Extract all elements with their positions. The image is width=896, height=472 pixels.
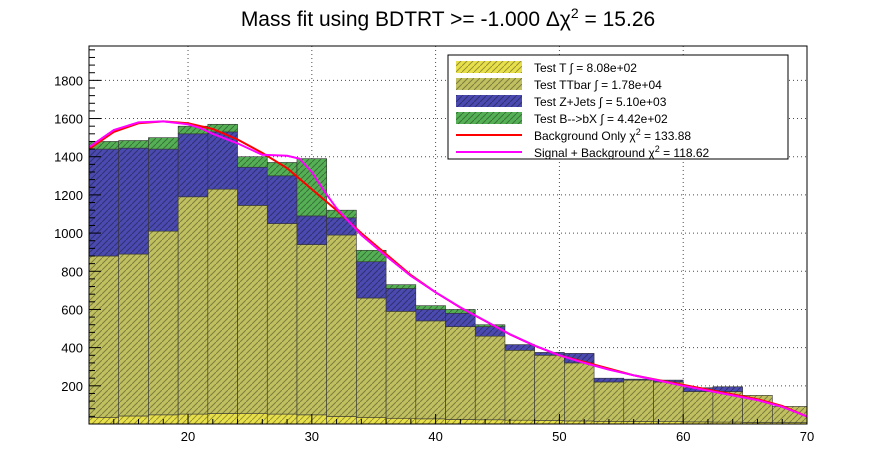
bar-hatch-test-z-jets — [474, 326, 506, 337]
legend-label: Test Z+Jets ∫ = 5.10e+03 — [534, 95, 667, 109]
axes: 20 30 40 50 60 70 200 400 600 800 1000 1200 1400 1600… — [54, 49, 814, 444]
bar-hatch-test-z-jets — [712, 386, 743, 392]
y-tick-label: 400 — [61, 341, 83, 356]
bar-hatch-test-b-bx — [445, 309, 476, 314]
bar-hatch-test-ttbar — [326, 234, 357, 417]
bar-hatch-test-ttbar — [564, 362, 595, 422]
bar-hatch-test-z-jets — [207, 131, 238, 190]
bar-hatch-test-z-jets — [237, 166, 268, 206]
bar-hatch-test-z-jets — [296, 215, 327, 245]
bar-hatch-test-z-jets — [326, 217, 357, 236]
bar-hatch-test-z-jets — [445, 312, 476, 327]
bar-hatch-test-ttbar — [772, 406, 807, 423]
bar-hatch-test-ttbar — [415, 320, 446, 420]
bar-hatch-test-t — [415, 418, 446, 424]
bar-hatch-test-z-jets — [148, 148, 179, 232]
bar-hatch-test-ttbar — [207, 188, 238, 414]
bar-hatch-test-ttbar — [623, 379, 654, 422]
bar-hatch-test-ttbar — [148, 230, 179, 416]
legend-label: Signal + Background χ2 = 118.62 — [534, 144, 710, 160]
x-tick-label: 70 — [800, 429, 814, 444]
bar-hatch-test-ttbar — [593, 381, 625, 422]
x-tick-label: 60 — [676, 429, 690, 444]
fit-curves — [89, 120, 807, 418]
bar-hatch-test-ttbar — [445, 326, 476, 420]
bar-hatch-test-ttbar — [474, 335, 506, 421]
chart-title: Mass fit using BDTRT >= -1.000 Δχ2 = 15.… — [241, 5, 655, 31]
bar-hatch-test-z-jets — [266, 175, 298, 224]
y-tick-label: 800 — [61, 264, 83, 279]
legend-swatch-hatch — [456, 61, 522, 73]
bar-hatch-test-t — [266, 413, 298, 424]
bar-hatch-test-ttbar — [356, 297, 387, 418]
legend-label: Test T ∫ = 8.08e+02 — [534, 61, 637, 75]
x-tick-label: 50 — [552, 429, 566, 444]
bar-hatch-test-z-jets — [593, 377, 625, 383]
bar-hatch-test-z-jets — [415, 309, 446, 322]
legend-label: Background Only χ2 = 133.88 — [534, 127, 691, 143]
bar-hatch-test-z-jets — [177, 133, 209, 198]
y-tick-label: 1000 — [54, 226, 83, 241]
legend-swatch-hatch — [456, 112, 522, 124]
legend-label: Test TTbar ∫ = 1.78e+04 — [534, 78, 662, 92]
bar-hatch-test-ttbar — [385, 311, 417, 419]
bar-hatch-test-b-bx — [415, 305, 446, 310]
bar-hatch-test-z-jets — [118, 147, 149, 255]
legend-swatch-hatch — [456, 95, 522, 107]
legend-label: Test B-->bX ∫ = 4.42e+02 — [534, 112, 668, 126]
bar-hatch-test-ttbar — [296, 244, 327, 416]
bar-hatch-test-b-bx — [474, 324, 506, 327]
y-tick-label: 1800 — [54, 73, 83, 88]
fit-curve-signal-background — [89, 120, 807, 418]
x-tick-label: 30 — [305, 429, 319, 444]
bar-hatch-test-ttbar — [177, 196, 209, 415]
legend-swatch-hatch — [456, 78, 522, 90]
x-tick-label: 20 — [181, 429, 195, 444]
bar-hatch-test-ttbar — [504, 350, 535, 421]
bar-hatch-test-t — [326, 416, 357, 424]
y-tick-label: 1200 — [54, 188, 83, 203]
y-tick-label: 600 — [61, 302, 83, 317]
bar-hatch-test-t — [118, 415, 149, 424]
bar-hatch-test-z-jets — [385, 288, 417, 312]
y-tick-label: 1400 — [54, 150, 83, 165]
bar-hatch-test-b-bx — [237, 156, 268, 168]
bar-hatch-test-z-jets — [504, 344, 535, 351]
bar-hatch-test-ttbar — [266, 223, 298, 415]
x-tick-label: 40 — [428, 429, 442, 444]
bar-hatch-test-ttbar — [237, 205, 268, 414]
bar-hatch-test-ttbar — [118, 253, 149, 417]
bar-hatch-test-b-bx — [385, 284, 417, 289]
bar-hatch-test-ttbar — [653, 381, 684, 423]
plot-frame — [88, 45, 808, 425]
y-tick-label: 200 — [61, 379, 83, 394]
bar-hatch-test-b-bx — [148, 137, 179, 150]
bar-hatch-test-z-jets — [564, 353, 595, 364]
bar-hatch-test-t — [177, 413, 209, 424]
bar-hatch-test-ttbar — [682, 391, 714, 423]
legend: Test T ∫ = 8.08e+02 Test TTbar ∫ = 1.78e+… — [447, 54, 789, 160]
bar-hatch-test-t — [474, 419, 506, 424]
bar-hatch-test-b-bx — [118, 140, 149, 149]
bar-hatch-test-z-jets — [356, 261, 387, 299]
y-tick-label: 1600 — [54, 112, 83, 127]
bar-hatch-test-ttbar — [534, 354, 565, 421]
stacked-histogram — [89, 123, 807, 424]
